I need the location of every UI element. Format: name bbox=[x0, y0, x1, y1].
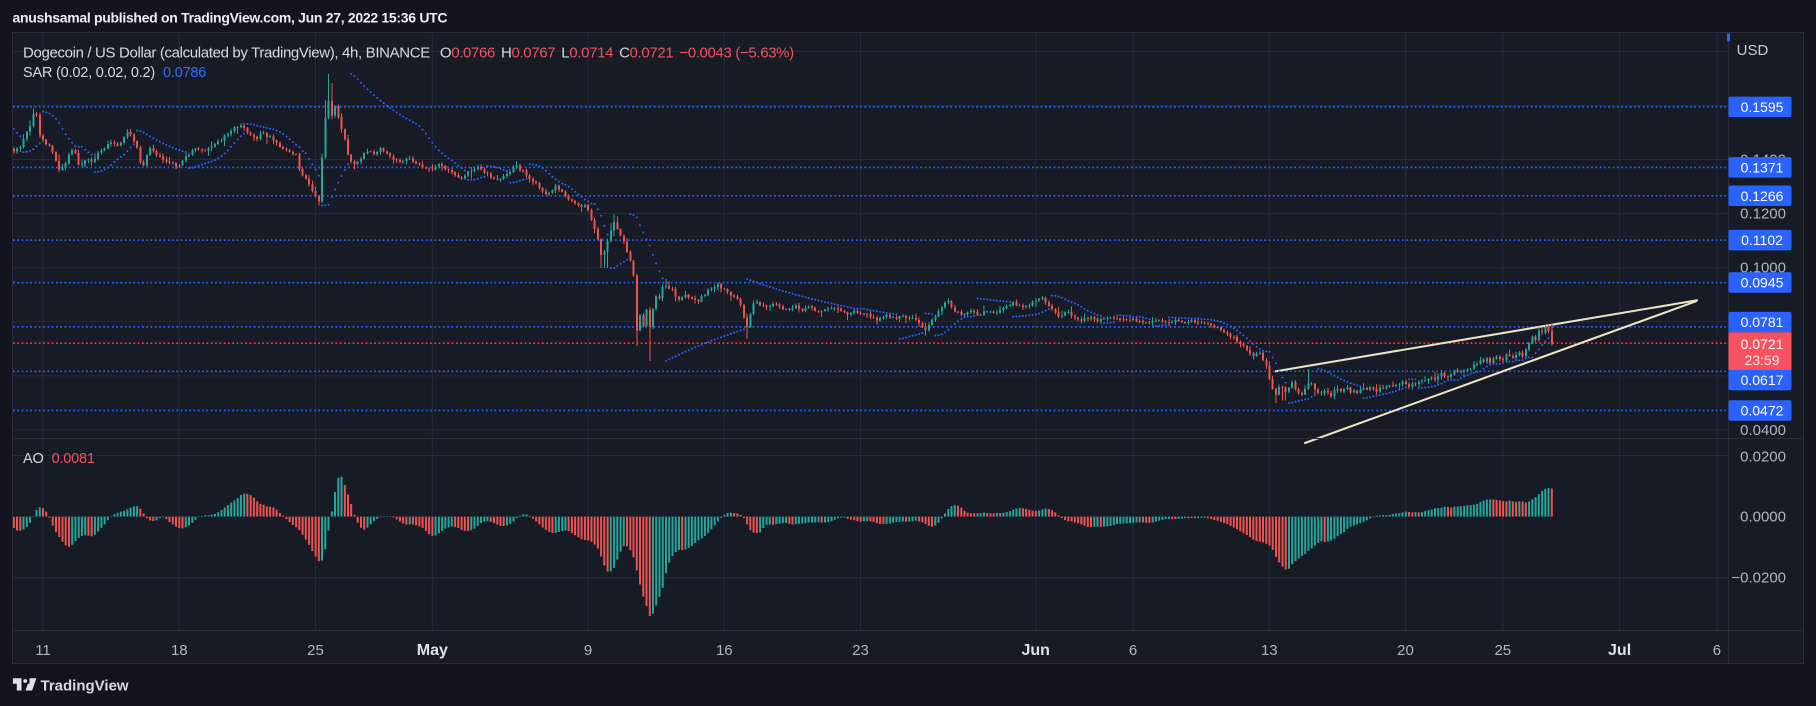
svg-text:0.0721: 0.0721 bbox=[1741, 336, 1784, 352]
svg-text:0.0000: 0.0000 bbox=[1740, 509, 1786, 526]
svg-text:0.0472: 0.0472 bbox=[1741, 403, 1784, 419]
svg-text:16: 16 bbox=[716, 642, 733, 659]
svg-text:USD: USD bbox=[1737, 42, 1769, 59]
svg-text:25: 25 bbox=[307, 642, 324, 659]
svg-text:SAR (0.02, 0.02, 0.2)0.0786: SAR (0.02, 0.02, 0.2) 0.0786 bbox=[23, 65, 206, 81]
svg-text:0.0781: 0.0781 bbox=[1741, 314, 1784, 330]
svg-text:11: 11 bbox=[35, 642, 51, 659]
svg-text:23:59: 23:59 bbox=[1744, 352, 1779, 368]
svg-text:Dogecoin / US Dollar (calculat: Dogecoin / US Dollar (calculated by Trad… bbox=[23, 45, 794, 62]
svg-text:23: 23 bbox=[852, 642, 869, 659]
svg-text:0.1595: 0.1595 bbox=[1741, 99, 1784, 115]
svg-text:TradingView: TradingView bbox=[41, 678, 129, 695]
svg-text:9: 9 bbox=[584, 642, 592, 659]
svg-text:0.0400: 0.0400 bbox=[1740, 422, 1786, 439]
svg-text:AO0.0081: AO 0.0081 bbox=[23, 451, 95, 467]
svg-text:anushsamal published on Tradin: anushsamal published on TradingView.com,… bbox=[13, 10, 448, 26]
svg-text:6: 6 bbox=[1713, 642, 1721, 659]
svg-text:Jul: Jul bbox=[1608, 642, 1631, 659]
svg-text:0.0945: 0.0945 bbox=[1741, 275, 1784, 291]
svg-text:20: 20 bbox=[1397, 642, 1414, 659]
svg-text:25: 25 bbox=[1494, 642, 1511, 659]
svg-text:Jun: Jun bbox=[1021, 642, 1049, 659]
svg-text:0.0200: 0.0200 bbox=[1740, 449, 1786, 466]
svg-text:6: 6 bbox=[1129, 642, 1137, 659]
svg-text:0.0617: 0.0617 bbox=[1741, 372, 1784, 388]
svg-text:0.1102: 0.1102 bbox=[1741, 232, 1783, 248]
svg-text:May: May bbox=[417, 642, 448, 659]
svg-text:0.1266: 0.1266 bbox=[1741, 188, 1784, 204]
svg-text:18: 18 bbox=[171, 642, 188, 659]
svg-text:13: 13 bbox=[1261, 642, 1278, 659]
svg-text:0.1200: 0.1200 bbox=[1740, 206, 1786, 223]
svg-text:−0.0200: −0.0200 bbox=[1731, 570, 1786, 587]
svg-text:0.1371: 0.1371 bbox=[1741, 159, 1784, 175]
